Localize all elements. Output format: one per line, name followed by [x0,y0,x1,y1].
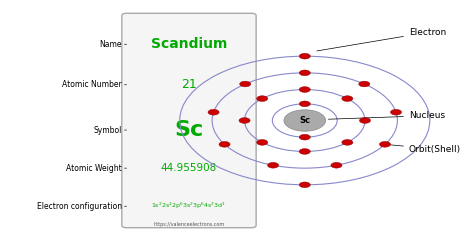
Text: Atomic Weight: Atomic Weight [66,164,122,173]
Text: Electron configuration: Electron configuration [36,202,122,211]
Circle shape [256,140,268,145]
Text: Sc: Sc [174,120,204,140]
Circle shape [299,87,310,92]
Text: Electron: Electron [317,28,446,51]
Circle shape [208,109,219,115]
Circle shape [380,141,391,147]
Circle shape [240,81,251,87]
Text: Scandium: Scandium [151,37,227,51]
Circle shape [284,110,326,131]
Text: Symbol: Symbol [93,126,122,134]
Circle shape [267,162,279,168]
Circle shape [239,118,250,123]
Text: Name: Name [100,40,122,49]
Circle shape [219,141,230,147]
Circle shape [331,162,342,168]
Text: $\mathdefault{1s^22s^22p^63s^23p^64s^23d^1}$: $\mathdefault{1s^22s^22p^63s^23p^64s^23d… [151,201,227,211]
Circle shape [299,149,310,154]
Circle shape [299,101,310,107]
Circle shape [299,70,310,76]
Circle shape [256,96,268,101]
Text: Orbit(Shell): Orbit(Shell) [388,145,461,154]
Text: 21: 21 [181,78,197,91]
Text: Atomic Number: Atomic Number [62,80,122,89]
Circle shape [359,118,371,123]
FancyBboxPatch shape [122,13,256,228]
Text: 44.955908: 44.955908 [161,163,217,173]
Text: Nucleus: Nucleus [328,111,445,120]
Circle shape [299,53,310,59]
Circle shape [391,109,401,115]
Circle shape [299,182,310,188]
Text: https://valenceelectrons.com: https://valenceelectrons.com [154,222,225,227]
Text: Sc: Sc [299,116,310,125]
Circle shape [299,134,310,140]
Circle shape [342,96,353,101]
Circle shape [342,140,353,145]
Circle shape [359,81,370,87]
